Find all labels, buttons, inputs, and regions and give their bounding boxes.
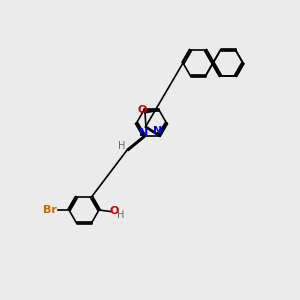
Text: O: O: [109, 206, 119, 217]
Text: O: O: [138, 105, 147, 115]
Text: H: H: [118, 141, 126, 151]
Text: Br: Br: [43, 205, 56, 215]
Text: N: N: [140, 128, 148, 138]
Text: H: H: [117, 210, 124, 220]
Text: N: N: [153, 126, 163, 136]
